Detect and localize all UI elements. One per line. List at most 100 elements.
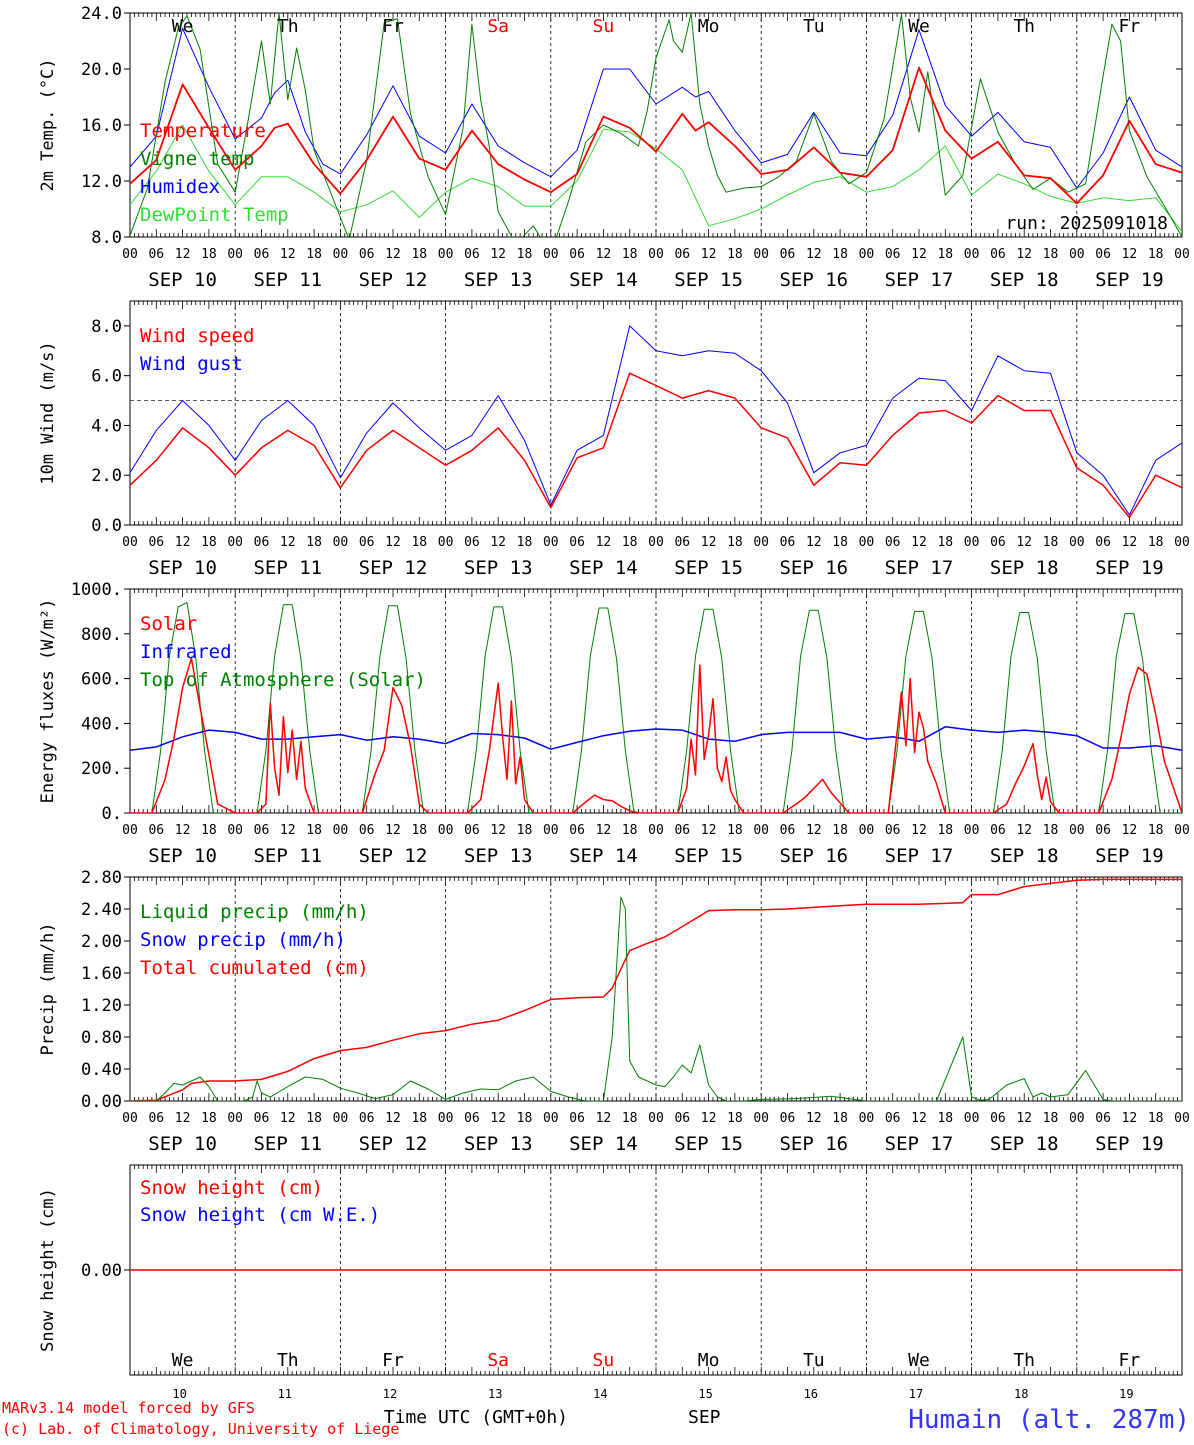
hour-tick-label: 12: [385, 823, 401, 838]
weekday-label: Fr: [1119, 16, 1141, 37]
hour-tick-label: 18: [832, 247, 848, 262]
y-tick-label: 2.00: [81, 932, 122, 952]
hour-tick-label: 06: [569, 535, 585, 550]
weekday-label: Fr: [382, 16, 404, 37]
hour-tick-label: 12: [490, 535, 506, 550]
hour-tick-label: 00: [859, 823, 875, 838]
hour-tick-label: 12: [806, 535, 822, 550]
hour-tick-label: 06: [780, 535, 796, 550]
hour-tick-label: 18: [727, 1111, 743, 1126]
hour-tick-label: 06: [780, 247, 796, 262]
y-axis-label: Precip (mm/h): [38, 922, 58, 1055]
hour-tick-label: 00: [227, 535, 243, 550]
panel-snow: 0.00 Snow height (cm) Snow height (cm) Snow…: [38, 1164, 1183, 1376]
y-tick-label: 24.0: [81, 4, 122, 24]
hour-tick-label: 06: [464, 823, 480, 838]
hour-tick-label: 00: [227, 823, 243, 838]
hour-tick-label: 12: [490, 823, 506, 838]
y-tick-label: 600.: [81, 670, 122, 690]
hour-tick-label: 06: [254, 1111, 270, 1126]
hour-tick-label: 00: [1174, 823, 1190, 838]
hour-tick-label: 12: [806, 247, 822, 262]
day-number-label: 16: [804, 1387, 818, 1401]
series-group: [130, 878, 1182, 1101]
hour-tick-label: 00: [333, 247, 349, 262]
date-label: SEP 13: [464, 1133, 533, 1155]
date-label: SEP 17: [885, 1133, 954, 1155]
date-label: SEP 17: [885, 557, 954, 579]
legend-entry: DewPoint Temp: [140, 204, 289, 226]
date-label: SEP 16: [779, 845, 848, 867]
legend-entry: Wind gust: [140, 353, 243, 375]
weekday-label: Th: [277, 1350, 299, 1371]
hour-tick-label: 06: [359, 535, 375, 550]
series-line-total-cumulated-cm: [130, 878, 1182, 1101]
hour-tick-label: 00: [333, 535, 349, 550]
date-label: SEP 17: [885, 845, 954, 867]
weekday-label: Th: [1013, 16, 1035, 37]
hour-tick-label: 06: [464, 1111, 480, 1126]
hour-tick-label: 00: [1069, 247, 1085, 262]
hour-tick-label: 06: [569, 823, 585, 838]
hour-tick-label: 06: [990, 823, 1006, 838]
hour-tick-label: 18: [306, 1111, 322, 1126]
hour-tick-label: 00: [648, 823, 664, 838]
legend-entry: Humidex: [140, 176, 220, 198]
hour-tick-label: 18: [937, 823, 953, 838]
date-label: SEP 10: [148, 269, 217, 291]
date-label: SEP 11: [253, 269, 322, 291]
hour-tick-label: 18: [622, 535, 638, 550]
hour-tick-label: 12: [701, 1111, 717, 1126]
y-tick-label: 0.00: [81, 1092, 122, 1112]
legend-entry: Wind speed: [140, 325, 254, 347]
hour-tick-label: 06: [674, 535, 690, 550]
hour-tick-label: 12: [1016, 247, 1032, 262]
series-line-solar: [130, 657, 1182, 813]
date-label: SEP 10: [148, 557, 217, 579]
date-label: SEP 13: [464, 269, 533, 291]
hour-tick-label: 00: [859, 535, 875, 550]
weekday-label: Tu: [803, 1350, 825, 1371]
hour-tick-label: 00: [648, 1111, 664, 1126]
hour-tick-label: 06: [569, 247, 585, 262]
panel-temp: 8.0 12.0 16.0 20.0 24.0 2m Temp. (°C) Temperat…: [38, 4, 1190, 291]
hour-tick-label: 06: [359, 823, 375, 838]
hour-tick-label: 18: [832, 1111, 848, 1126]
hour-tick-label: 18: [1148, 535, 1164, 550]
hour-tick-label: 18: [411, 535, 427, 550]
weekday-label: We: [908, 16, 930, 37]
hour-tick-label: 12: [806, 823, 822, 838]
series-line-liquid-precip-mm-h: [130, 896, 1182, 1101]
hour-tick-label: 00: [859, 247, 875, 262]
hour-tick-label: 00: [964, 823, 980, 838]
hour-tick-label: 00: [753, 1111, 769, 1126]
weekday-label: Mo: [698, 1350, 720, 1371]
hour-tick-label: 12: [701, 823, 717, 838]
series-line-dewpoint-temp: [130, 124, 1182, 232]
weekday-label: We: [172, 16, 194, 37]
series-line-vigne-temp: [130, 13, 1182, 237]
hour-tick-label: 00: [438, 823, 454, 838]
hour-tick-label: 12: [280, 535, 296, 550]
legend-entry: Vigne temp: [140, 148, 254, 170]
y-tick-label: 16.0: [81, 116, 122, 136]
hour-tick-label: 18: [201, 823, 217, 838]
hour-tick-label: 00: [543, 535, 559, 550]
weekday-label: Mo: [698, 16, 720, 37]
hour-tick-label: 12: [1016, 823, 1032, 838]
hour-tick-label: 06: [990, 247, 1006, 262]
y-tick-label: 0.80: [81, 1028, 122, 1048]
hour-tick-label: 00: [964, 247, 980, 262]
y-axis-label: Snow height (cm): [38, 1188, 58, 1352]
hour-tick-label: 12: [701, 247, 717, 262]
series-line-infrared: [130, 726, 1182, 752]
hour-tick-label: 12: [1122, 823, 1138, 838]
hour-tick-label: 12: [175, 247, 191, 262]
date-label: SEP 12: [359, 269, 428, 291]
hour-tick-label: 18: [622, 823, 638, 838]
legend-entry: Solar: [140, 613, 197, 635]
hour-tick-label: 12: [280, 247, 296, 262]
y-tick-label: 800.: [81, 625, 122, 645]
hour-tick-label: 18: [622, 1111, 638, 1126]
hour-tick-label: 12: [385, 535, 401, 550]
